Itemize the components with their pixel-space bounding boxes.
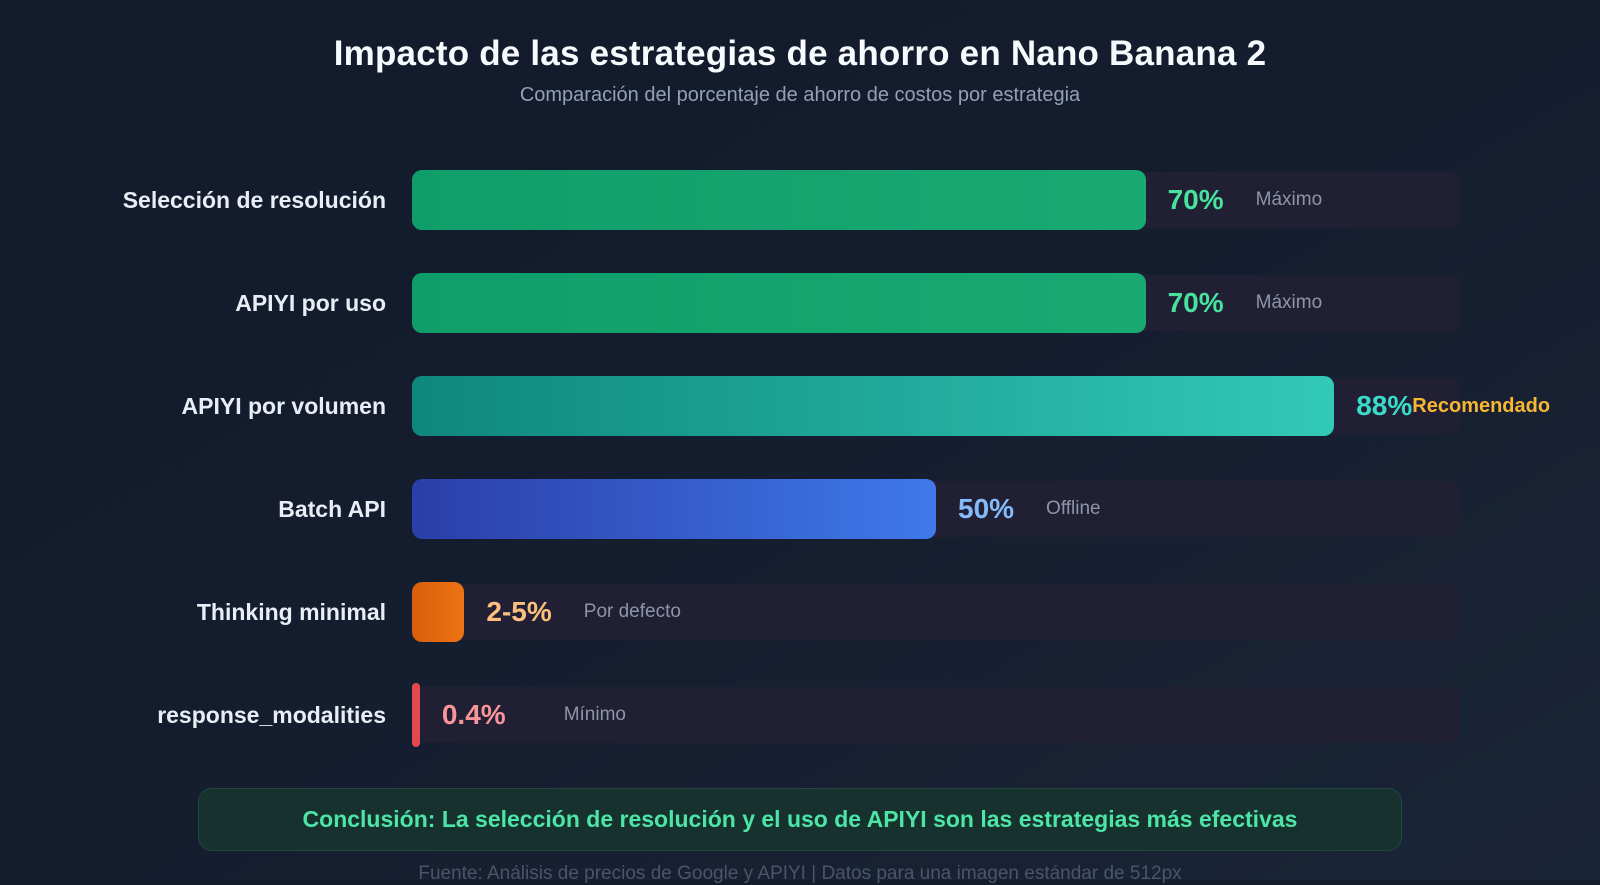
bar-row: APIYI por volumen 88% Recomendado [0, 376, 1600, 436]
category-label: Selección de resolución [122, 186, 386, 213]
value-group: 0.4% Mínimo [442, 699, 626, 731]
value-label: 70% [1167, 287, 1224, 318]
value-label: 88% [1356, 390, 1413, 421]
source-footer: Fuente: Análisis de precios de Google y … [418, 863, 1182, 884]
bar-row: APIYI por uso 70% Máximo [0, 273, 1600, 333]
bar-chart: Selección de resolución 70% Máximo APIYI… [0, 170, 1600, 747]
value-label: 50% [958, 493, 1015, 524]
bar [412, 170, 1146, 230]
bar-track: 0.4% Mínimo [412, 683, 1460, 747]
value-group: 70% Máximo [1168, 287, 1323, 319]
value-group: 50% Offline [958, 493, 1101, 525]
conclusion-banner: Conclusión: La selección de resolución y… [198, 788, 1402, 851]
bar-track: 70% Máximo [412, 170, 1460, 230]
category-label: Batch API [278, 495, 386, 522]
annotation-label: Mínimo [563, 704, 626, 725]
category-label: Thinking minimal [196, 598, 386, 625]
category-label: response_modalities [157, 701, 386, 728]
value-group: 70% Máximo [1168, 184, 1323, 216]
annotation-label: Recomendado [1412, 394, 1551, 417]
bar [412, 376, 1335, 436]
value-group: 2-5% Por defecto [486, 596, 681, 628]
chart-header: Impacto de las estrategias de ahorro en … [0, 0, 1600, 107]
bar-track: 50% Offline [412, 479, 1460, 539]
annotation-label: Máximo [1255, 292, 1323, 313]
bar-track: 88% Recomendado [412, 376, 1550, 436]
bar [412, 479, 936, 539]
category-label: APIYI por uso [235, 289, 386, 316]
chart-subtitle: Comparación del porcentaje de ahorro de … [519, 84, 1081, 106]
value-label: 70% [1167, 184, 1224, 215]
bar [412, 582, 465, 642]
bar-row: Batch API 50% Offline [0, 479, 1600, 539]
value-group: 88% Recomendado [1356, 390, 1550, 422]
bar-row: response_modalities 0.4% Mínimo [0, 683, 1600, 747]
annotation-label: Máximo [1255, 189, 1323, 210]
bar-row: Selección de resolución 70% Máximo [0, 170, 1600, 230]
chart-title: Impacto de las estrategias de ahorro en … [333, 34, 1267, 73]
bar [412, 683, 420, 747]
annotation-label: Por defecto [583, 601, 681, 622]
value-label: 0.4% [441, 699, 506, 730]
value-label: 2-5% [486, 596, 552, 627]
annotation-label: Offline [1046, 498, 1101, 519]
bar-track: 2-5% Por defecto [412, 582, 1460, 642]
category-label: APIYI por volumen [181, 392, 386, 419]
bar [412, 273, 1146, 333]
bar-track: 70% Máximo [412, 273, 1460, 333]
bar-row: Thinking minimal 2-5% Por defecto [0, 582, 1600, 642]
conclusion-container: Conclusión: La selección de resolución y… [0, 788, 1600, 851]
